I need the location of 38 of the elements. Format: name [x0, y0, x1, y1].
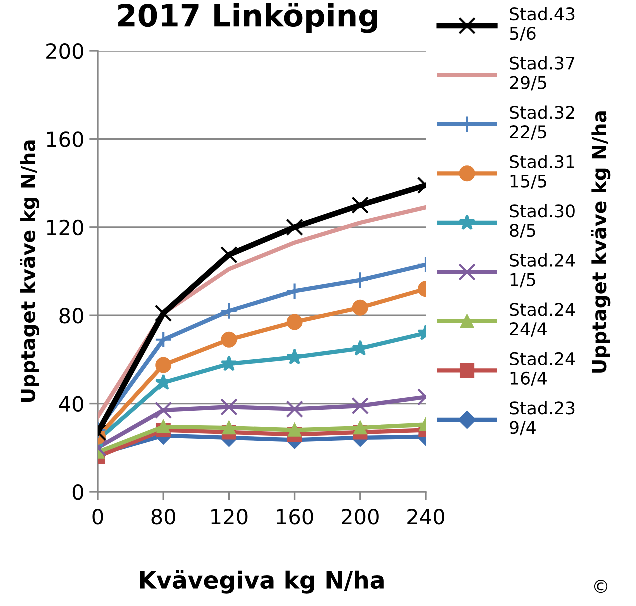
point [220, 246, 238, 264]
y-tick-label: 120 [47, 220, 84, 236]
legend-label: Stad.24 1/5 [510, 254, 576, 288]
point [286, 282, 304, 300]
point [286, 314, 303, 330]
point [286, 348, 304, 365]
x-tick-label: 120 [212, 509, 248, 525]
text: © [594, 580, 608, 594]
y-tick-label: 200 [46, 43, 84, 60]
x-tick-label: 160 [277, 509, 314, 525]
legend-label: Stad.23 9/4 [510, 401, 575, 436]
point [286, 400, 304, 418]
y-tick-label: 80 [60, 308, 84, 324]
x-tick-label: 200 [342, 509, 379, 525]
x-tick-label: 0 [92, 509, 104, 525]
chart-title: 2017 Linköping [118, 3, 378, 34]
legend-label: Stad.32 22/5 [510, 106, 574, 140]
legend-label: Stad.37 29/5 [510, 56, 575, 91]
x-tick-label: 80 [152, 509, 176, 525]
point [220, 355, 238, 372]
legend-label: Stad.31 15/5 [510, 155, 574, 190]
point [220, 302, 238, 320]
y-tick-label: 160 [47, 132, 84, 148]
legend-label: Stad.43 5/6 [510, 7, 575, 42]
point [222, 421, 236, 435]
y-tick-label: 40 [59, 396, 84, 412]
x-axis-title: Kvävegiva kg N/ha [140, 570, 384, 594]
legend-label: Stad.24 24/4 [510, 302, 576, 338]
point [288, 424, 302, 437]
point [286, 218, 304, 236]
legend-label: Stad.30 8/5 [510, 204, 575, 239]
x-tick-label: 240 [408, 509, 444, 525]
y-axis-title: Upptaget kväve kg N/ha [20, 140, 40, 402]
text: Upptaget kväve kg N/ha [591, 112, 611, 373]
point [221, 332, 238, 348]
legend-label: Stad.24 16/4 [510, 352, 576, 386]
y-tick-label: 0 [72, 484, 84, 500]
point [220, 398, 238, 416]
